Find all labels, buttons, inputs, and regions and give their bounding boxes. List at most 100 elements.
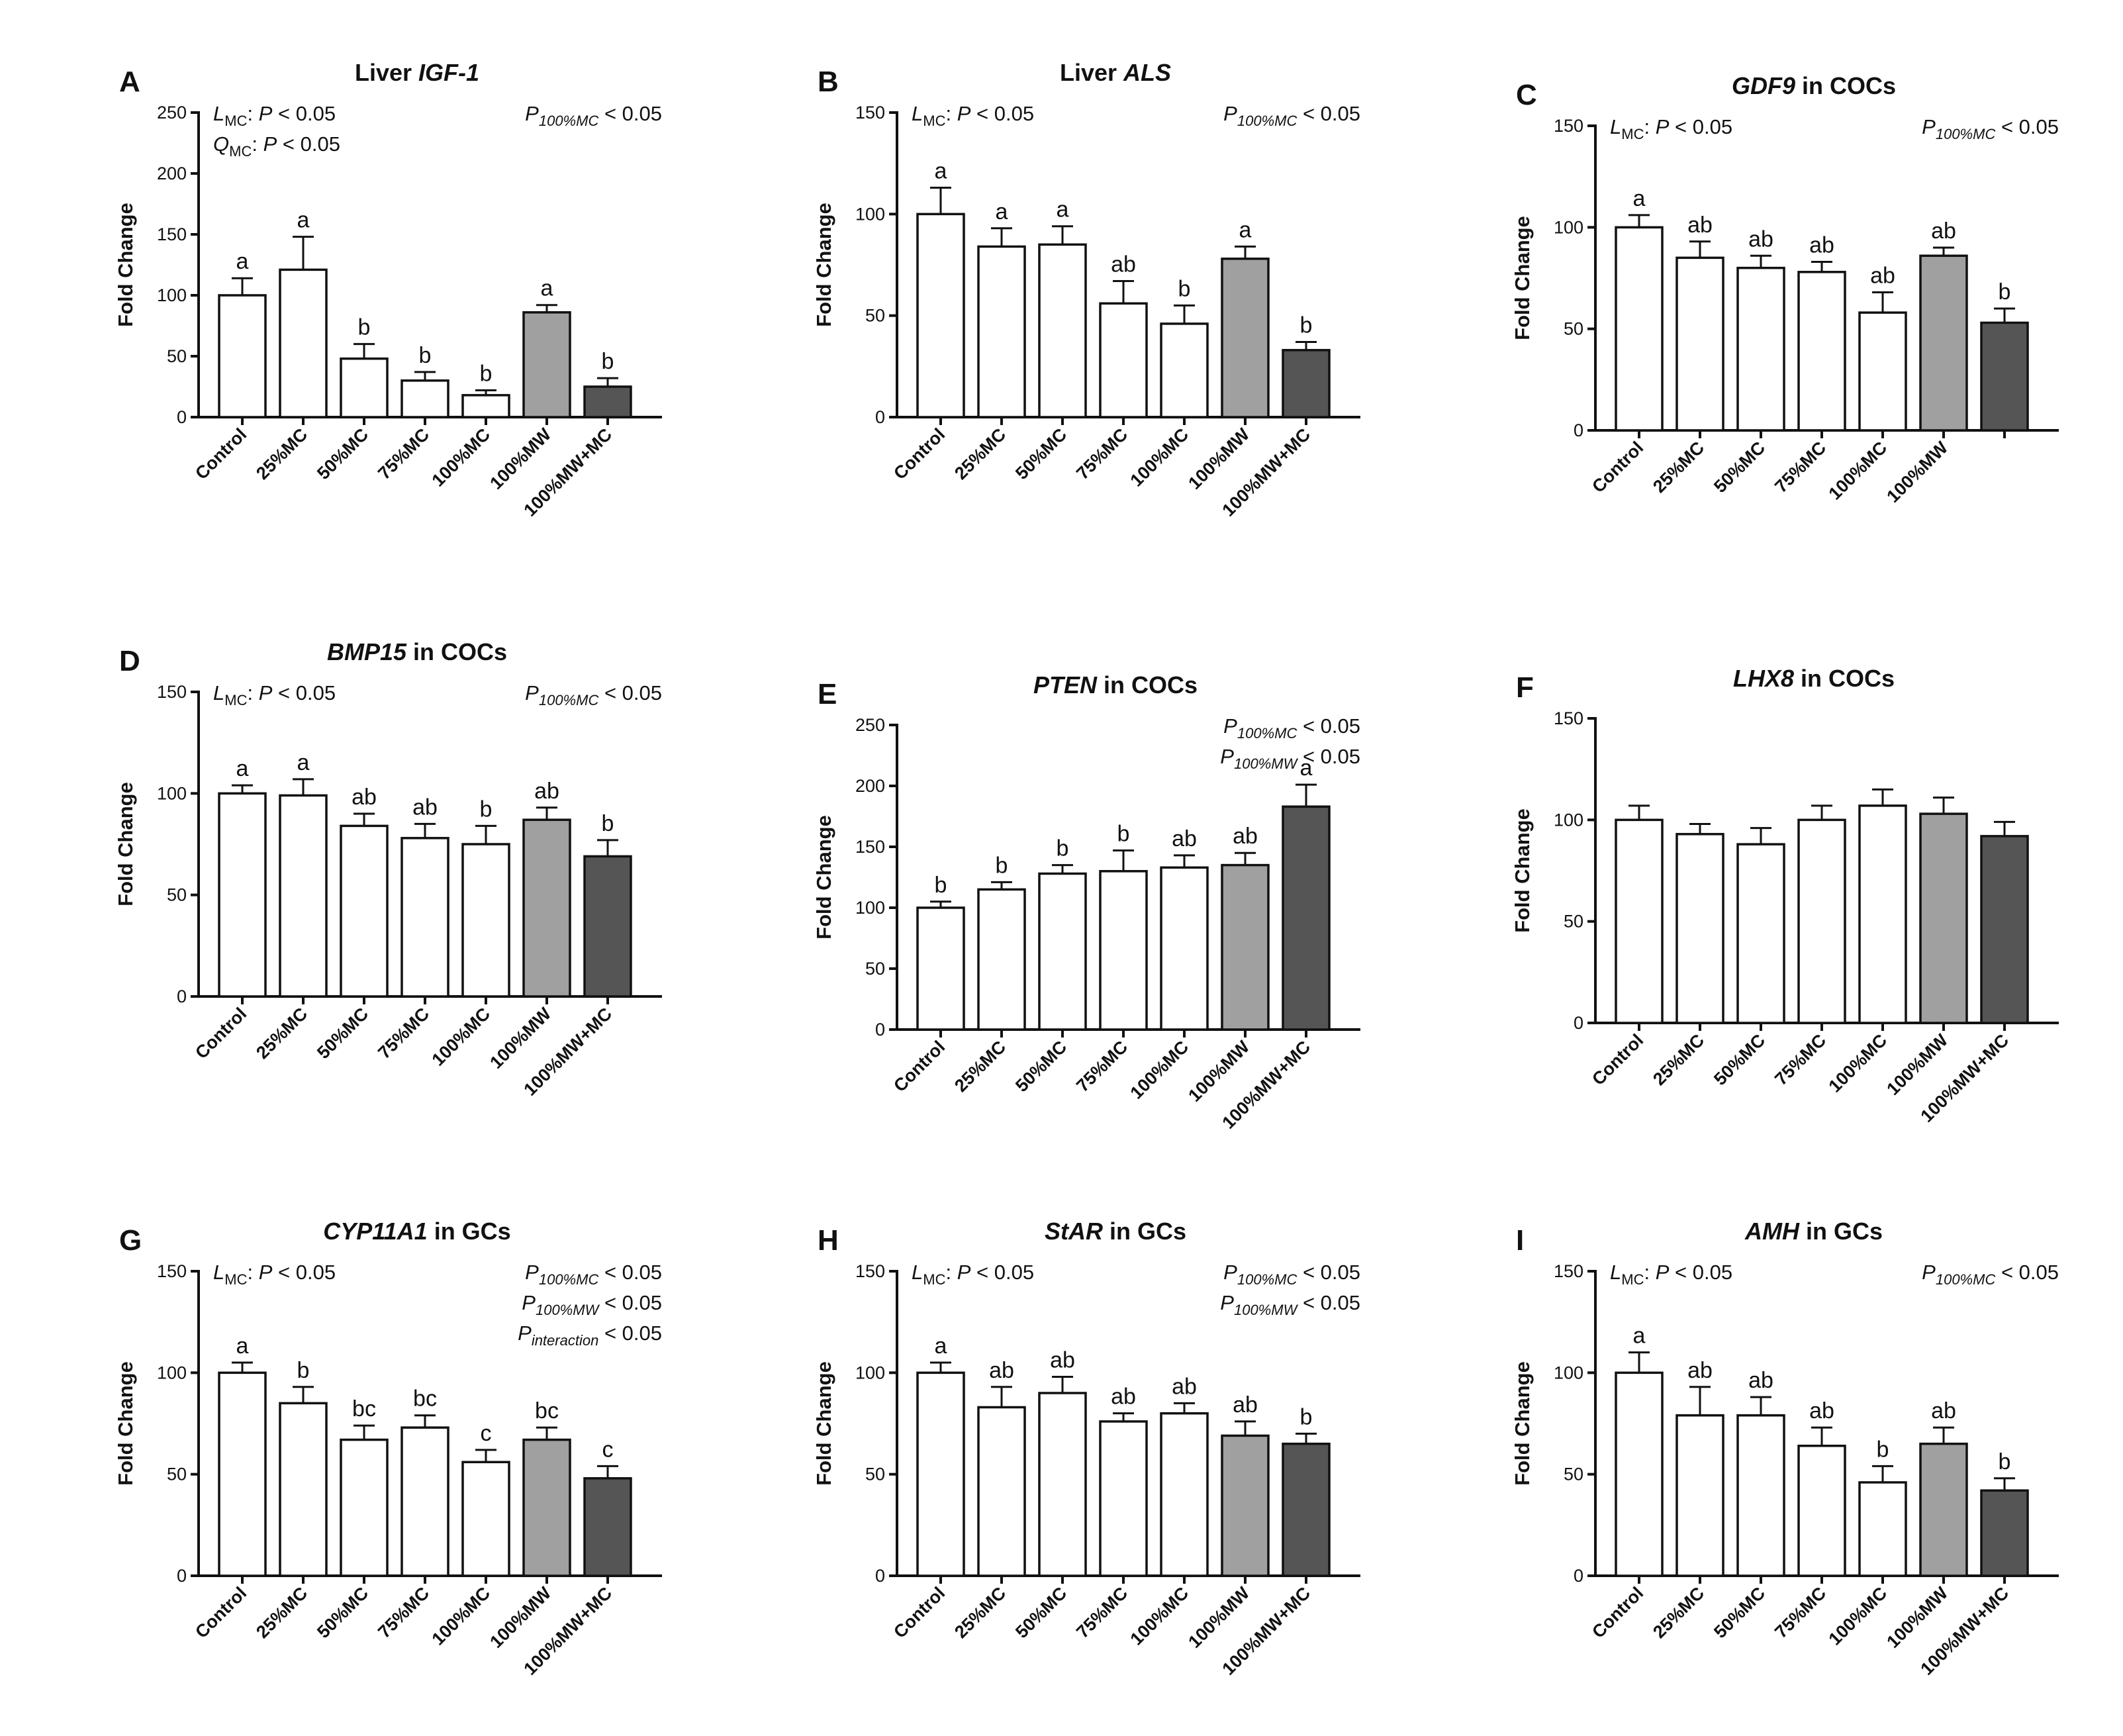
category-label: 100%MC xyxy=(1127,424,1193,491)
panel-letter: D xyxy=(119,645,140,677)
category-label: Control xyxy=(1588,1583,1647,1642)
category-label: 25%MC xyxy=(951,1037,1010,1096)
significance-letter: a xyxy=(1239,217,1252,242)
bar xyxy=(1038,872,1087,1031)
significance-letter: ab xyxy=(1687,213,1713,238)
bar xyxy=(1736,1414,1785,1577)
bar xyxy=(583,855,632,998)
stats-right-line: P100%MC < 0.05 xyxy=(525,681,662,708)
category-label: 100%MC xyxy=(1127,1037,1193,1103)
significance-letter: a xyxy=(935,158,947,183)
bar xyxy=(1221,863,1270,1031)
significance-letter: b xyxy=(1300,1404,1313,1429)
panel-a: A Liver IGF-1 Fold Change 0 50 100 150 200 250 Co… xyxy=(114,59,662,520)
category-label: 100%MC xyxy=(428,1583,495,1649)
bar xyxy=(977,245,1026,418)
category-label: Control xyxy=(191,424,250,483)
significance-letter: b xyxy=(480,796,493,822)
category-label: 25%MC xyxy=(252,1004,311,1063)
category-label: 75%MC xyxy=(1072,424,1131,483)
significance-letter: a xyxy=(236,249,249,274)
category-label: 50%MC xyxy=(313,1004,372,1063)
significance-letter: ab xyxy=(1931,218,1956,244)
y-tick-label: 50 xyxy=(865,959,885,979)
panel-g: G CYP11A1 in GCs Fold Change 0 50 100 150 Contr… xyxy=(114,1218,662,1679)
bar xyxy=(1160,322,1209,418)
significance-letter: a xyxy=(1300,755,1313,781)
category-label: 50%MC xyxy=(1012,424,1070,483)
panel-letter: B xyxy=(818,66,839,98)
y-tick-label: 50 xyxy=(865,1465,885,1484)
significance-letter: a xyxy=(1633,1324,1646,1349)
y-tick-label: 250 xyxy=(855,715,885,735)
bar xyxy=(1797,818,1846,1024)
y-tick-label: 150 xyxy=(855,103,885,122)
significance-letter: a xyxy=(1633,186,1646,211)
y-tick-label: 100 xyxy=(855,204,885,224)
significance-letter: b xyxy=(1117,822,1130,847)
y-tick-label: 0 xyxy=(1574,420,1583,440)
bar xyxy=(218,792,267,998)
category-label: 25%MC xyxy=(951,1583,1010,1642)
bar xyxy=(1675,256,1724,432)
panel-title: GDF9 in COCs xyxy=(1732,72,1896,99)
panel-title: BMP15 in COCs xyxy=(327,638,507,665)
y-axis-label: Fold Change xyxy=(114,203,137,327)
significance-letter: b xyxy=(358,315,371,340)
significance-letter: ab xyxy=(1931,1398,1956,1423)
panel-h: H StAR in GCs Fold Change 0 50 100 150 Control a… xyxy=(812,1218,1360,1679)
bar xyxy=(1858,1481,1907,1577)
panel-e: E PTEN in COCs Fold Change 0 50 100 150 200 250 C… xyxy=(812,671,1360,1133)
y-tick-label: 50 xyxy=(167,346,187,366)
bar xyxy=(1160,1412,1209,1577)
bar xyxy=(1221,258,1270,418)
y-tick-label: 0 xyxy=(177,987,187,1006)
panel-title: AMH in GCs xyxy=(1744,1218,1883,1245)
bar xyxy=(461,1461,510,1577)
bar xyxy=(1736,843,1785,1024)
panel-letter: G xyxy=(119,1224,142,1257)
stats-right-line: Pinteraction < 0.05 xyxy=(518,1322,662,1349)
significance-letter: ab xyxy=(1172,1374,1197,1399)
y-axis-label: Fold Change xyxy=(812,1361,835,1486)
bar xyxy=(977,1406,1026,1577)
category-label: 25%MC xyxy=(252,1583,311,1642)
significance-letter: ab xyxy=(1172,826,1197,851)
bar xyxy=(1615,1371,1664,1577)
significance-letter: b xyxy=(1300,313,1313,338)
significance-letter: bc xyxy=(535,1398,559,1423)
significance-letter: c xyxy=(481,1421,492,1446)
bar xyxy=(1919,812,1968,1024)
panel-letter: C xyxy=(1516,79,1537,111)
y-tick-label: 100 xyxy=(855,1363,885,1382)
category-label: 75%MC xyxy=(374,1004,433,1063)
category-label: Control xyxy=(1588,1030,1647,1089)
bar xyxy=(1282,349,1331,418)
category-label: 75%MC xyxy=(1771,438,1830,497)
significance-letter: b xyxy=(419,343,432,368)
y-tick-label: 100 xyxy=(157,1363,187,1382)
bar xyxy=(1919,1442,1968,1577)
panel-letter: E xyxy=(818,678,837,710)
category-label: 50%MC xyxy=(313,1583,372,1642)
y-tick-label: 150 xyxy=(1554,116,1583,136)
y-tick-label: 50 xyxy=(167,885,187,905)
bar xyxy=(218,1371,267,1577)
bar xyxy=(401,1426,449,1577)
panel-title: Liver IGF-1 xyxy=(355,59,479,86)
bar xyxy=(522,1438,571,1577)
category-label: 50%MC xyxy=(1710,438,1769,497)
category-label: Control xyxy=(191,1004,250,1063)
category-label: Control xyxy=(890,1583,949,1642)
significance-letter: b xyxy=(602,349,614,374)
category-label: 100%MW xyxy=(1883,438,1952,506)
stats-left-line: LMC: P < 0.05 xyxy=(213,1261,336,1288)
bar xyxy=(1282,1442,1331,1577)
stats-right-line: P100%MW < 0.05 xyxy=(1220,1291,1360,1318)
y-tick-label: 150 xyxy=(855,837,885,857)
bar xyxy=(340,1438,389,1577)
category-label: 100%MC xyxy=(1825,1030,1891,1096)
panel-title: StAR in GCs xyxy=(1045,1218,1186,1245)
bar xyxy=(401,379,449,418)
